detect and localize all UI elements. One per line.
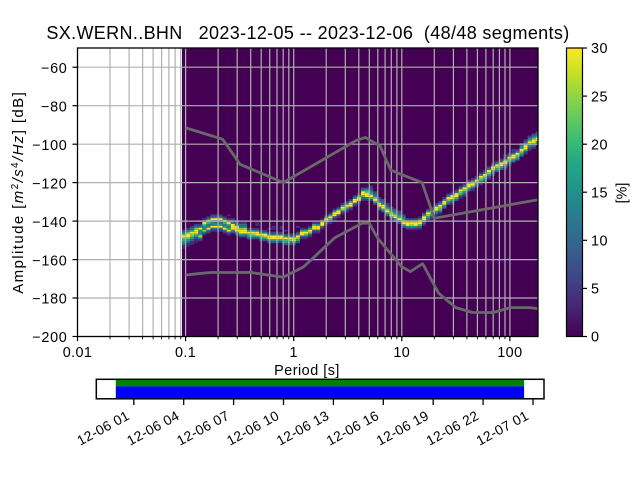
svg-text:Period [s]: Period [s] — [274, 363, 340, 379]
svg-text:1: 1 — [289, 345, 297, 361]
svg-text:30: 30 — [591, 41, 608, 57]
svg-text:−80: −80 — [41, 99, 68, 115]
svg-text:Amplitude [m2/s4/Hz] [dB]: Amplitude [m2/s4/Hz] [dB] — [10, 91, 27, 294]
svg-text:−100: −100 — [32, 138, 67, 154]
svg-text:0.1: 0.1 — [175, 345, 196, 361]
svg-text:100: 100 — [497, 345, 522, 361]
svg-text:0.01: 0.01 — [63, 345, 93, 361]
svg-text:5: 5 — [591, 282, 600, 298]
svg-text:10: 10 — [591, 234, 608, 250]
svg-text:−140: −140 — [32, 215, 67, 231]
svg-text:SX.WERN..BHN 2023-12-05 -- 2: SX.WERN..BHN 2023-12-05 -- 2023-12-06 (4… — [46, 23, 569, 43]
svg-text:[%]: [%] — [615, 183, 631, 204]
svg-text:−60: −60 — [41, 61, 68, 77]
svg-text:−180: −180 — [32, 292, 67, 308]
svg-text:−120: −120 — [32, 176, 67, 192]
svg-text:−160: −160 — [32, 253, 67, 269]
svg-text:0: 0 — [591, 330, 600, 346]
svg-text:20: 20 — [591, 137, 608, 153]
svg-text:10: 10 — [393, 345, 410, 361]
svg-text:15: 15 — [591, 185, 608, 201]
svg-text:−200: −200 — [32, 330, 67, 346]
svg-text:25: 25 — [591, 89, 608, 105]
